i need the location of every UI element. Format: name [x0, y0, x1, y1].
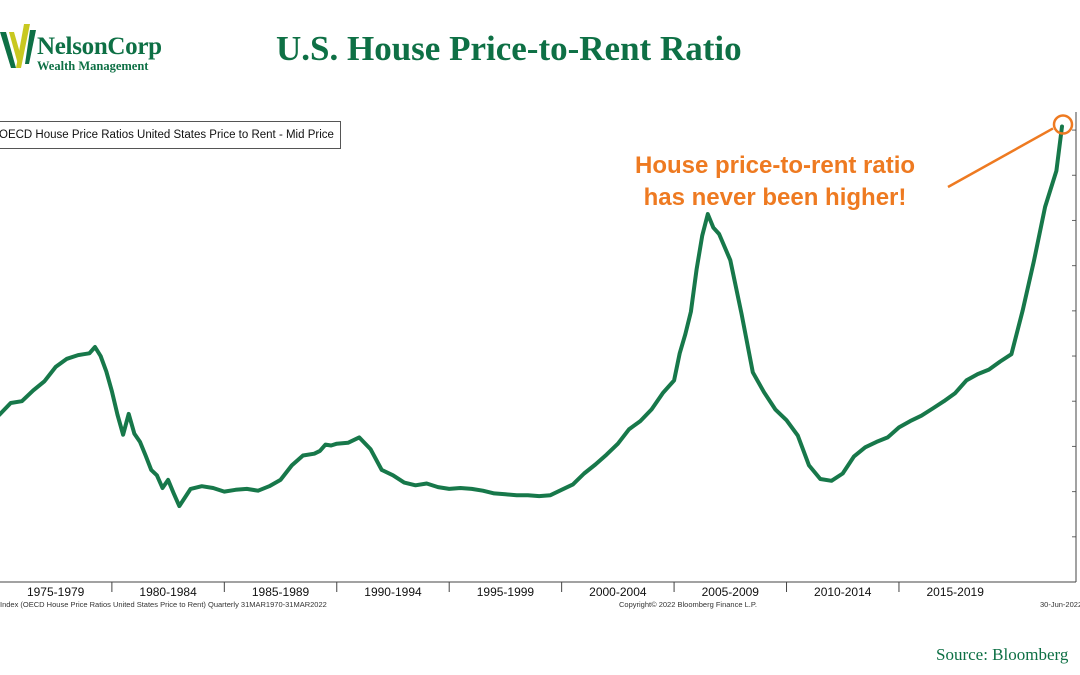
copyright-note: Copyright© 2022 Bloomberg Finance L.P. — [619, 600, 757, 609]
chart-axes — [0, 112, 1077, 583]
series-line — [0, 124, 1064, 509]
index-note: Index (OECD House Price Ratios United St… — [0, 600, 327, 609]
end-date: 30-Jun-2022 — [1040, 600, 1080, 609]
x-tick-label: 1975-1979 — [27, 585, 85, 599]
x-tick-label: 2010-2014 — [814, 585, 872, 599]
chart-annotation: House price-to-rent ratio has never been… — [600, 150, 950, 214]
logo-mark-icon — [0, 24, 36, 68]
x-axis-ticks — [111, 582, 900, 592]
x-tick-label: 2015-2019 — [926, 585, 984, 599]
annotation-arrow — [947, 127, 1054, 189]
logo-name: NelsonCorp — [37, 33, 162, 60]
x-axis-labels: 1970-19741975-19791980-19841985-19891990… — [27, 585, 984, 599]
annotation-layer — [947, 114, 1074, 189]
x-tick-label: 2000-2004 — [589, 585, 647, 599]
chart-legend: OECD House Price Ratios United States Pr… — [0, 121, 341, 149]
series-layer — [0, 124, 1064, 509]
x-tick-label: 1990-1994 — [364, 585, 422, 599]
annotation-circle — [1052, 114, 1074, 135]
chart-gridlines — [1072, 129, 1076, 538]
x-tick-label: 1995-1999 — [477, 585, 535, 599]
annotation-line-1: House price-to-rent ratio — [634, 152, 916, 179]
page-title: U.S. House Price-to-Rent Ratio — [276, 29, 742, 68]
legend-label: OECD House Price Ratios United States Pr… — [0, 129, 334, 141]
x-tick-label: 1980-1984 — [139, 585, 197, 599]
nelsoncorp-logo — [0, 24, 180, 76]
x-tick-label: 2005-2009 — [702, 585, 760, 599]
source-note: Source: Bloomberg — [936, 645, 1069, 664]
logo-subtitle: Wealth Management — [37, 59, 149, 73]
annotation-line-2: has never been higher! — [643, 184, 907, 211]
x-tick-label: 1985-1989 — [252, 585, 310, 599]
